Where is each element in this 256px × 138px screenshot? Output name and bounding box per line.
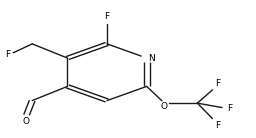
- Text: F: F: [215, 121, 220, 130]
- Text: F: F: [215, 79, 220, 88]
- Text: O: O: [161, 102, 168, 111]
- Text: O: O: [22, 117, 29, 126]
- Text: F: F: [104, 12, 110, 21]
- Text: N: N: [148, 54, 155, 63]
- Text: F: F: [5, 50, 10, 59]
- Text: F: F: [227, 104, 232, 113]
